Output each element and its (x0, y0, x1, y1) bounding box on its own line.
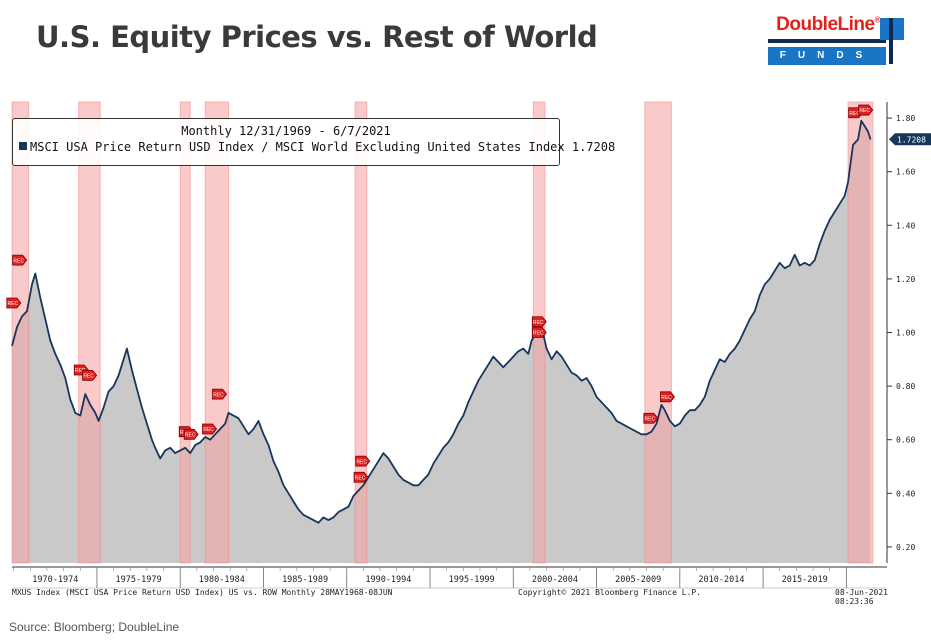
rec-marker-label: REC (83, 374, 94, 380)
source-note: Source: Bloomberg; DoubleLine (9, 620, 180, 634)
rec-marker-badge (531, 316, 547, 328)
x-tick-label: 2005-2009 (615, 575, 661, 585)
recession-band (11, 101, 30, 564)
rec-marker-label: REC (185, 433, 196, 439)
rec-marker-label: REC (356, 459, 367, 465)
rec-marker-badge (353, 471, 369, 483)
rec-marker: REC (353, 471, 369, 483)
rec-marker: REC (531, 316, 547, 328)
rec-marker-label: REC (645, 416, 656, 422)
rec-marker: REC (82, 369, 98, 381)
recession-band (644, 101, 672, 564)
legend-heading: Monthly 12/31/1969 - 6/7/2021 (181, 124, 391, 138)
y-tick-label: 1.00 (896, 329, 915, 338)
x-tick-label: 2000-2004 (532, 575, 578, 585)
doubleline-logo: DoubleLine® FUNDS (768, 14, 906, 65)
y-tick-label: 1.60 (896, 168, 915, 177)
logo-funds-band: FUNDS (768, 47, 886, 65)
page-title: U.S. Equity Prices vs. Rest of World (36, 20, 598, 54)
y-tick-label: 0.60 (896, 436, 915, 445)
x-tick-label: 1985-1989 (282, 575, 328, 585)
rec-marker-label: REC (213, 392, 224, 398)
y-tick-label: 1.20 (896, 275, 915, 284)
recession-band (354, 101, 368, 564)
footer-copyright: Copyright© 2021 Bloomberg Finance L.P. (518, 588, 702, 597)
rec-marker-label: REC (661, 395, 672, 401)
rec-marker-label: REC (355, 475, 366, 481)
y-tick-label: 0.80 (896, 382, 915, 391)
rec-marker: REC (643, 412, 659, 424)
last-value-label: 1.7208 (897, 135, 926, 144)
rec-marker: REC (6, 297, 22, 309)
rec-marker: REC (12, 254, 28, 266)
y-tick-label: 1.80 (896, 114, 915, 123)
rec-marker-badge (858, 104, 874, 116)
rec-marker-label: REC (533, 320, 544, 326)
rec-marker-label: REC (849, 111, 860, 117)
rec-marker: REC (531, 327, 547, 338)
rec-marker: REC (212, 388, 228, 400)
x-tick-label: 1975-1979 (116, 575, 162, 585)
legend-series-row: MSCI USA Price Return USD Index / MSCI W… (19, 140, 615, 154)
logo-wordmark: DoubleLine® (776, 14, 880, 35)
footer-timestamp: 08-Jun-2021 08:23:36 (835, 588, 888, 606)
x-tick-label: 1970-1974 (32, 575, 78, 585)
rec-marker: REC (660, 391, 676, 403)
legend-swatch (19, 142, 27, 150)
chart-legend: Monthly 12/31/1969 - 6/7/2021 MSCI USA P… (12, 118, 615, 166)
rec-marker-badge (660, 391, 676, 403)
rec-marker-badge (531, 327, 547, 338)
series-line (11, 119, 872, 524)
rec-marker-badge (212, 388, 228, 400)
rec-marker-label: REC (203, 427, 214, 433)
y-tick-label: 0.40 (896, 489, 915, 498)
logo-cross (889, 18, 893, 64)
rec-marker: REC (858, 104, 874, 116)
rec-marker-label: REC (8, 301, 19, 307)
y-tick-label: 1.40 (896, 221, 915, 230)
x-tick-label: 2015-2019 (782, 575, 828, 585)
y-tick-label: 0.20 (896, 543, 915, 552)
logo-rule (768, 39, 886, 43)
rec-marker-badge (82, 369, 98, 381)
last-value-badge (889, 133, 931, 146)
rec-marker-badge (643, 412, 659, 424)
rec-marker-badge (6, 297, 22, 309)
rec-marker: REC (355, 455, 371, 467)
recession-band (78, 101, 101, 564)
legend-series-label: MSCI USA Price Return USD Index / MSCI W… (30, 140, 616, 154)
x-tick-label: 1990-1994 (365, 575, 411, 585)
rec-marker-label: REC (859, 108, 870, 114)
x-tick-label: 2010-2014 (698, 575, 744, 585)
recession-band (847, 101, 874, 564)
rec-marker: REC (183, 428, 199, 440)
rec-marker-badge (12, 254, 28, 266)
chart-canvas: RECRECRECRECRECRECRECRECRECRECRECRECRECR… (6, 101, 931, 589)
x-tick-label: 1995-1999 (449, 575, 495, 585)
rec-marker: REC (202, 423, 218, 435)
rec-marker-label: REC (75, 368, 86, 374)
rec-marker-badge (355, 455, 371, 467)
rec-marker-label: REC (13, 258, 24, 264)
footer-ticker-text: MXUS Index (MSCI USA Price Return USD In… (12, 588, 393, 597)
rec-marker-badge (183, 428, 199, 440)
recession-band (204, 101, 229, 564)
rec-marker-label: REC (533, 331, 544, 337)
x-tick-label: 1980-1984 (199, 575, 245, 585)
rec-marker-badge (202, 423, 218, 435)
recession-band (179, 101, 191, 564)
